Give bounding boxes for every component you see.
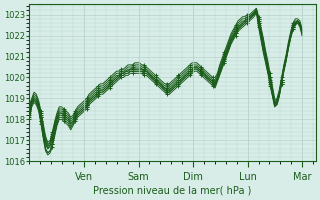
X-axis label: Pression niveau de la mer( hPa ): Pression niveau de la mer( hPa ) bbox=[93, 186, 252, 196]
